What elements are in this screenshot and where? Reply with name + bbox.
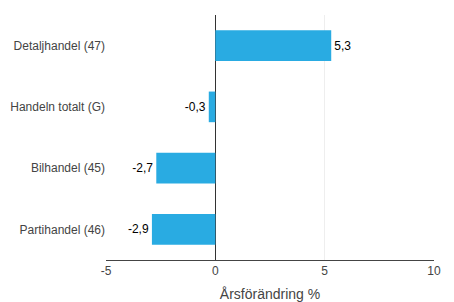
svg-text:5,3: 5,3 [334, 39, 351, 53]
svg-text:Detaljhandel (47): Detaljhandel (47) [14, 39, 105, 53]
svg-text:10: 10 [427, 264, 441, 278]
svg-text:-2,7: -2,7 [132, 161, 153, 175]
svg-text:0: 0 [212, 264, 219, 278]
svg-text:5: 5 [321, 264, 328, 278]
svg-text:-2,9: -2,9 [128, 222, 149, 236]
svg-text:Bilhandel (45): Bilhandel (45) [31, 161, 105, 175]
svg-text:Årsförändring %: Årsförändring % [220, 286, 320, 302]
svg-text:Handeln totalt (G): Handeln totalt (G) [10, 100, 105, 114]
svg-text:-5: -5 [101, 264, 112, 278]
svg-text:-0,3: -0,3 [185, 100, 206, 114]
svg-text:Partihandel (46): Partihandel (46) [20, 223, 105, 237]
